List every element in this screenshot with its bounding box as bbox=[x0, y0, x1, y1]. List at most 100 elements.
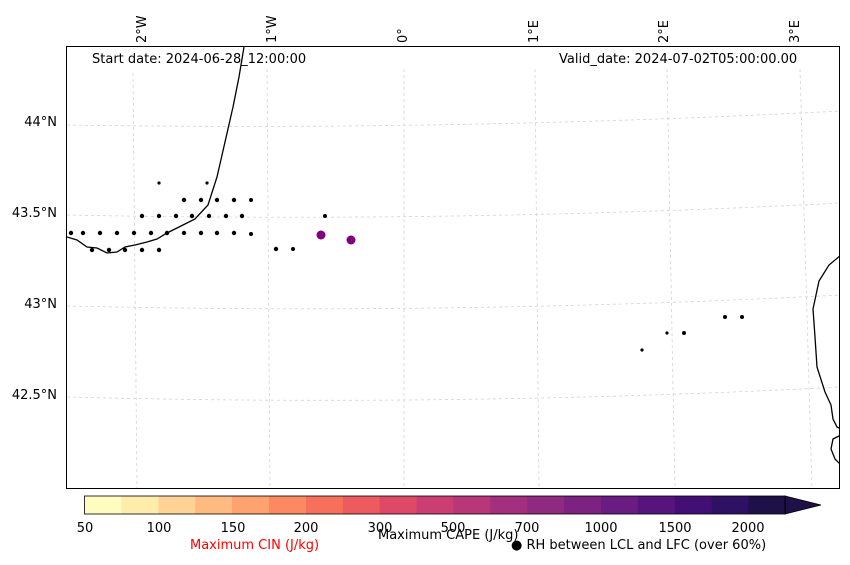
rh-dot bbox=[640, 348, 644, 352]
lon-label-1e: 1°E bbox=[527, 20, 542, 43]
rh-dot bbox=[148, 230, 154, 236]
rh-dot bbox=[665, 331, 669, 335]
cape-label: Maximum CAPE (J/kg) bbox=[378, 528, 519, 543]
colorbar-extend-arrow bbox=[784, 495, 822, 515]
colorbar-segment bbox=[674, 496, 713, 514]
lon-label-1w: 1°W bbox=[265, 15, 280, 43]
colorbar-segment bbox=[711, 496, 750, 514]
colorbar-segment bbox=[305, 496, 344, 514]
colorbar-outline bbox=[84, 495, 786, 515]
rh-dot bbox=[68, 230, 74, 236]
colorbar-segment bbox=[121, 496, 159, 514]
map-canvas bbox=[67, 47, 839, 488]
cape-markers bbox=[316, 230, 356, 245]
colorbar-segment bbox=[564, 496, 602, 514]
rh-dot bbox=[80, 230, 86, 236]
cb-tick-300: 300 bbox=[367, 521, 393, 536]
colorbar-segment bbox=[379, 496, 418, 514]
cb-tick-2000: 2000 bbox=[731, 521, 765, 536]
lat-label-44n: 44°N bbox=[24, 115, 57, 130]
rh-dot bbox=[173, 213, 179, 219]
lon-label-3e: 3°E bbox=[788, 20, 803, 43]
colorbar-segment bbox=[195, 496, 233, 514]
rh-dot bbox=[239, 213, 245, 219]
rh-legend-label: RH between LCL and LFC (over 60%) bbox=[526, 538, 767, 553]
rh-legend-dot-icon: ● bbox=[511, 538, 523, 553]
colorbar bbox=[84, 495, 822, 515]
rh-dot bbox=[291, 247, 295, 251]
gridline-lon-2w bbox=[132, 72, 138, 488]
colorbar-segment bbox=[453, 496, 491, 514]
graticule bbox=[67, 68, 839, 488]
gridline-lon-3e bbox=[799, 68, 813, 488]
rh-dot bbox=[139, 247, 145, 253]
colorbar-segment bbox=[84, 496, 122, 514]
gridline-lat-42-5n bbox=[67, 386, 839, 401]
rh-dot bbox=[181, 230, 187, 236]
cape-dot bbox=[316, 230, 326, 240]
cin-label: Maximum CIN (J/kg) bbox=[190, 538, 320, 553]
colorbar-segment bbox=[748, 496, 787, 514]
colorbar-segments bbox=[84, 496, 787, 514]
gridline-lon-1w bbox=[266, 68, 271, 488]
rh-dot bbox=[740, 315, 744, 319]
rh-dot bbox=[139, 213, 145, 219]
colorbar-segment bbox=[268, 496, 307, 514]
rh-dot bbox=[189, 213, 195, 219]
colorbar-segment bbox=[416, 496, 455, 514]
coastline-east-lower bbox=[830, 435, 839, 464]
cb-tick-100: 100 bbox=[146, 521, 172, 536]
coastlines bbox=[67, 47, 839, 464]
lon-label-2w: 2°W bbox=[135, 15, 150, 43]
lon-label-2e: 2°E bbox=[657, 20, 672, 43]
start-date: Start date: 2024-06-28_12:00:00 bbox=[92, 52, 307, 67]
rh-dot bbox=[164, 230, 170, 236]
rh-dot bbox=[97, 230, 103, 236]
cb-tick-700: 700 bbox=[514, 521, 540, 536]
rh-dot bbox=[323, 214, 327, 218]
cb-tick-150: 150 bbox=[220, 521, 246, 536]
cape-dot bbox=[346, 235, 356, 245]
rh-dot bbox=[181, 197, 187, 203]
rh-dot bbox=[231, 230, 237, 236]
rh-dot bbox=[198, 197, 204, 203]
cb-tick-1500: 1500 bbox=[658, 521, 692, 536]
rh-dot bbox=[214, 230, 220, 236]
rh-dot bbox=[122, 247, 128, 253]
rh-dot bbox=[206, 213, 212, 219]
gridline-lat-43-5n bbox=[67, 202, 839, 218]
valid-date: Valid_date: 2024-07-02T05:00:00.00 bbox=[559, 52, 798, 67]
rh-dot bbox=[723, 315, 727, 319]
rh-dot bbox=[156, 247, 162, 253]
colorbar-segment bbox=[490, 496, 528, 514]
rh-dot bbox=[223, 213, 229, 219]
colorbar-segment bbox=[232, 496, 270, 514]
rh-dot bbox=[131, 230, 137, 236]
rh-dot bbox=[231, 197, 237, 203]
cb-tick-500: 500 bbox=[440, 521, 466, 536]
gridline-lon-2e bbox=[666, 68, 676, 488]
gridline-lat-43n bbox=[67, 294, 839, 310]
colorbar-segment bbox=[637, 496, 676, 514]
rh-dot bbox=[198, 230, 204, 236]
map-panel[interactable] bbox=[66, 46, 840, 489]
cb-tick-50: 50 bbox=[76, 521, 94, 536]
cb-tick-200: 200 bbox=[293, 521, 319, 536]
colorbar-segment bbox=[342, 496, 381, 514]
rh-dot bbox=[214, 197, 220, 203]
cb-tick-1000: 1000 bbox=[584, 521, 618, 536]
lat-label-43n: 43°N bbox=[24, 297, 57, 312]
gridline-lat-44n bbox=[67, 110, 839, 127]
lon-label-0: 0° bbox=[396, 28, 411, 43]
rh-dot bbox=[156, 213, 162, 219]
lat-label-43-5n: 43.5°N bbox=[11, 206, 57, 221]
rh-dot bbox=[106, 247, 112, 253]
rh-dot bbox=[273, 246, 279, 252]
rh-legend: ● RH between LCL and LFC (over 60%) bbox=[511, 538, 766, 553]
colorbar-segment bbox=[527, 496, 565, 514]
rh-dot bbox=[249, 232, 253, 236]
coastline-west bbox=[67, 47, 245, 254]
rh-dot bbox=[89, 247, 95, 253]
rh-dot bbox=[157, 181, 161, 185]
colorbar-segment bbox=[158, 496, 196, 514]
